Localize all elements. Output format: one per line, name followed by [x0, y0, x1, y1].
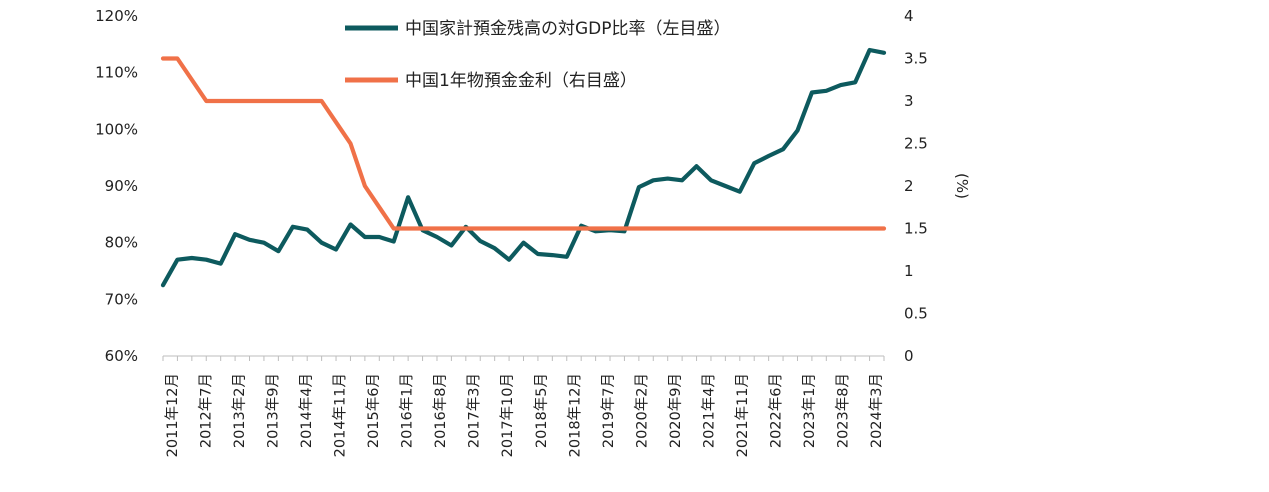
x-tick-label: 2014年11月	[332, 373, 349, 457]
x-tick-label: 2015年6月	[365, 373, 382, 448]
y-right-tick-label: 3.5	[904, 50, 928, 68]
x-tick-label: 2011年12月	[164, 373, 181, 457]
y-right-tick-label: 0	[904, 347, 914, 365]
x-tick-label: 2020年2月	[633, 373, 650, 448]
x-tick-label: 2024年3月	[868, 373, 885, 448]
y-right-tick-label: 2.5	[904, 135, 928, 153]
x-tick-label: 2012年7月	[198, 373, 215, 448]
series-line-2	[160, 56, 887, 231]
x-tick-label: 2016年8月	[432, 373, 449, 448]
x-tick-label: 2018年12月	[566, 373, 583, 457]
y-left-tick-label: 70%	[105, 290, 138, 308]
x-tick-label: 2014年4月	[298, 373, 315, 448]
y-left-tick-label: 120%	[95, 7, 138, 25]
x-tick-label: 2023年1月	[801, 373, 818, 448]
x-tick-label: 2020年9月	[667, 373, 684, 448]
y-right-tick-label: 1.5	[904, 220, 928, 238]
x-tick-label: 2021年4月	[700, 373, 717, 448]
y-right-tick-label: 2	[904, 177, 914, 195]
y-right-tick-label: 0.5	[904, 305, 928, 323]
x-tick-label: 2013年2月	[231, 373, 248, 448]
y-left-tick-label: 90%	[105, 177, 138, 195]
series-line-1	[160, 47, 887, 288]
x-tick-label: 2017年3月	[466, 373, 483, 448]
x-tick-label: 2018年5月	[533, 373, 550, 448]
x-tick-label: 2013年9月	[265, 373, 282, 448]
x-tick-label: 2021年11月	[734, 373, 751, 457]
x-tick-label: 2023年8月	[834, 373, 851, 448]
x-tick-label: 2017年10月	[499, 373, 516, 457]
y-right-tick-label: 4	[904, 7, 914, 25]
x-tick-label: 2019年7月	[600, 373, 617, 448]
y-left-tick-label: 100%	[95, 120, 138, 138]
y-right-axis-title: (%)	[953, 173, 971, 199]
y-left-tick-label: 110%	[95, 64, 138, 82]
y-right-tick-label: 3	[904, 92, 914, 110]
legend-label-2: 中国1年物預金金利（右目盛）	[405, 71, 637, 91]
x-tick-label: 2022年6月	[767, 373, 784, 448]
y-left-tick-label: 60%	[105, 347, 138, 365]
x-tick-label: 2016年1月	[399, 373, 416, 448]
y-right-tick-label: 1	[904, 262, 914, 280]
y-left-tick-label: 80%	[105, 234, 138, 252]
legend-label-1: 中国家計預金残高の対GDP比率（左目盛）	[405, 19, 731, 39]
